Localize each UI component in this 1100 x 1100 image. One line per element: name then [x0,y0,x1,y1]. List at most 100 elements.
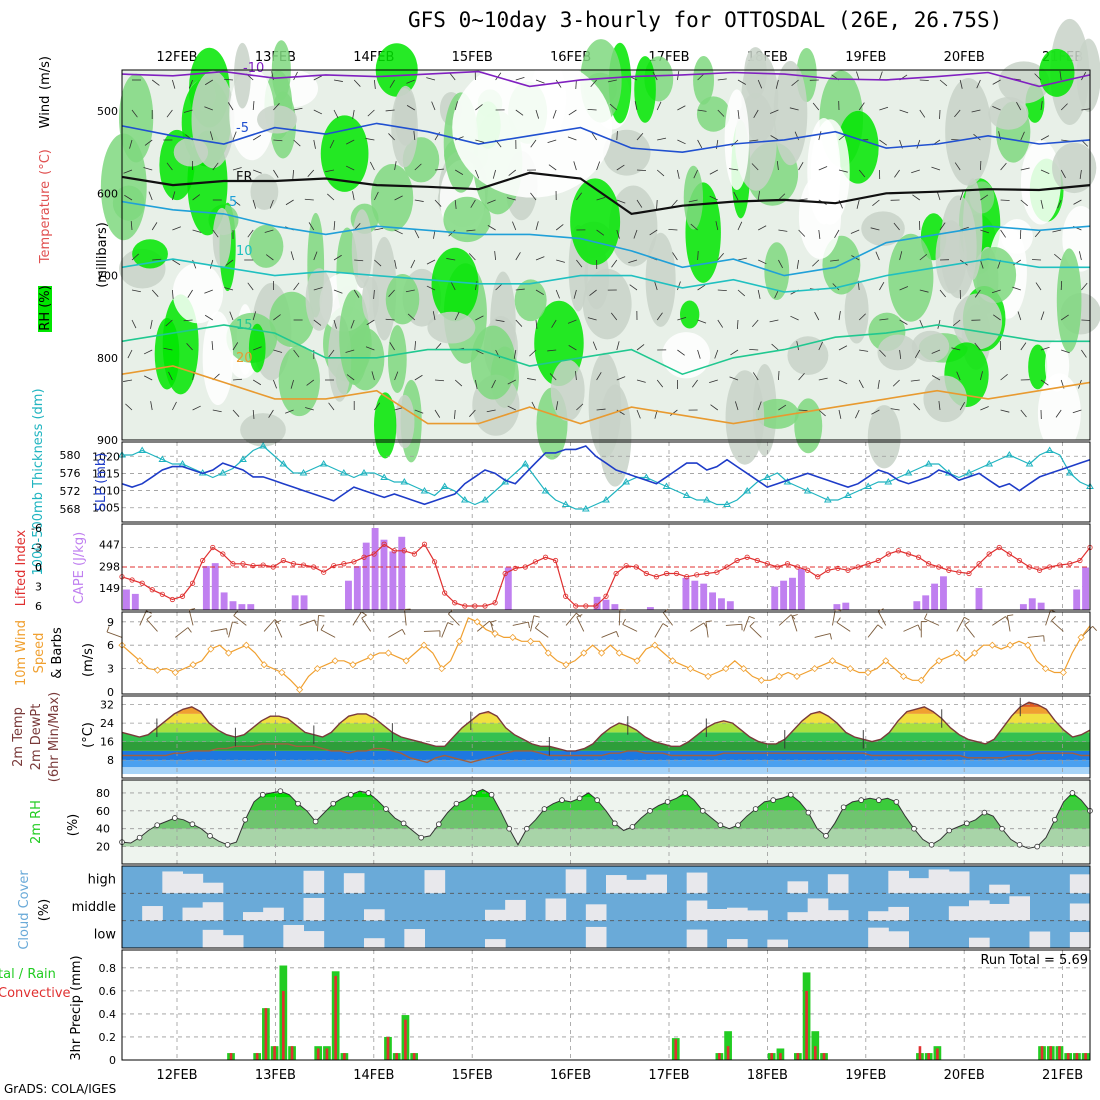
rh-contour-fill [373,392,397,459]
wind-marker [917,676,925,684]
cape-bar [940,576,947,610]
wind-barb [307,169,315,177]
lifted-marker [573,603,579,609]
wind-barb [778,404,787,411]
wind-barb [172,401,177,411]
rh2m-marker [911,825,917,832]
wind-barb [507,405,516,411]
rh2m-marker [682,790,688,796]
rh2m-marker [541,806,548,812]
lifted-marker [200,557,206,564]
wind-marker [828,657,837,665]
precip-conv-bar [936,1048,939,1060]
wind-barb [232,342,239,351]
wind-marker [544,649,552,657]
lifted-marker [613,570,619,577]
rh-contour-fill [662,332,711,379]
cloud-cell [303,870,325,894]
wind-barb-10m [622,623,638,632]
wind-barb [252,379,262,386]
wind-barb-flag [615,631,619,638]
wind-barb-10m [263,619,276,632]
thickness-marker [965,469,973,476]
wind-barb [677,349,685,356]
temp-line [121,701,1091,752]
wind-barb-flag [527,621,530,629]
lifted-marker [341,561,347,567]
lifted-marker [915,554,922,560]
wind-barb [374,79,376,89]
wind-barb [709,169,718,175]
wind-marker [686,665,694,673]
cape-tick: 447 [99,539,120,552]
wind-barb [151,222,158,231]
cloud-cell [969,937,990,948]
wind-barb [912,194,921,201]
cape-bar [300,595,308,610]
date-label-bottom: 18FEB [747,1068,788,1083]
wind-barb [1052,229,1062,233]
wind-barb [313,139,316,149]
pressure-axis-title: (millibars) [95,222,110,288]
wind-barb [596,408,606,411]
wind-barb [596,196,606,201]
rh-contour-fill [570,178,621,266]
thickness-marker [1065,469,1074,476]
wind-marker [153,666,162,674]
wind-barb-flag [878,608,884,612]
wind-barb [1081,282,1088,291]
wind-barb [919,109,926,118]
cape-bar [238,604,246,610]
wind-barb [688,199,698,203]
wind-axis-label-1: 10m Wind [14,620,29,686]
date-label-top: 19FEB [845,50,886,65]
cloud-cell [727,939,748,948]
rh-contour-fill [385,274,420,325]
wind-barb [656,312,663,321]
rh-contour-fill [431,247,479,322]
wind-barb [729,168,739,171]
lifted-marker [996,544,1002,551]
rh-contour-fill [945,78,992,186]
rh-contour-fill [683,165,704,230]
cape-bar [913,601,921,610]
lifted-marker [926,561,932,567]
wind-barb [346,374,355,381]
wind-barb [877,379,880,389]
wind-barb [535,79,545,84]
wind-unit-tick: (m/s) [81,643,96,677]
lifted-marker [794,564,801,570]
date-label-bottom: 13FEB [255,1068,296,1083]
lifted-marker [189,580,196,586]
wind-barb-flag [320,624,325,631]
rh2m-marker [664,799,671,805]
temp-tick: 8 [107,754,114,767]
wind-barb [434,379,445,382]
cloud-cell [908,878,930,894]
wind-barb [151,289,159,297]
wind-barb [426,285,436,291]
cloud-cell [888,870,909,894]
wind-barb [388,133,395,141]
lifted-marker [542,554,549,560]
wind-barb [980,371,983,381]
wind-barb [313,319,322,326]
wind-barb [414,163,422,171]
wind-barb [596,161,601,171]
wind-barb [974,289,981,298]
wind-barb [573,161,577,171]
cloud-cell [162,871,183,894]
wind-barb [285,199,294,206]
wind-barb [737,257,747,261]
wind-barb [616,376,626,381]
lifted-marker [431,559,438,565]
wind-barb-10m [576,616,585,632]
wind-barb [1078,251,1082,261]
wind-barb [636,132,644,141]
rh2m-band [122,828,1090,847]
thickness-marker [924,460,933,467]
wind-marker [349,661,357,669]
rh-contour-fill [764,242,790,301]
wind-barb [899,109,909,114]
wind-barb-10m [743,616,750,632]
